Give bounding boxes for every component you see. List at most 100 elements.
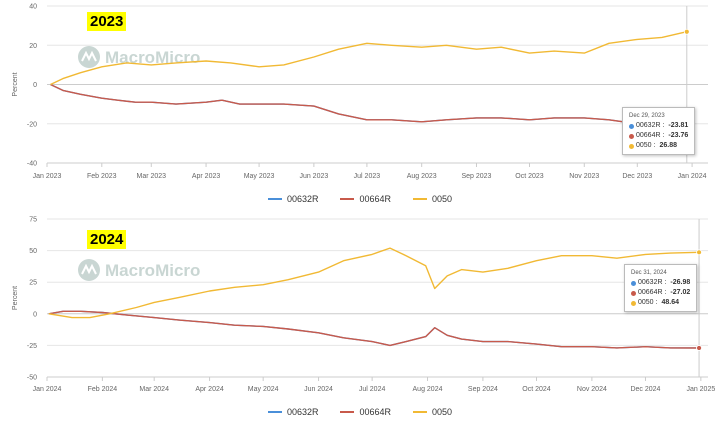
series-dot-icon <box>631 290 636 296</box>
x-tick-label: Dec 2023 <box>622 173 652 180</box>
x-tick-label: Apr 2024 <box>195 386 224 393</box>
legend: 00632R 00664R 0050 <box>0 407 720 417</box>
x-tick-label: Oct 2023 <box>515 173 544 180</box>
x-tick-label: Sep 2024 <box>468 386 498 393</box>
chart-panel-2024: MacroMicro 75 50 25 0 -25 -50 Percent Jan 2024 Fe… <box>0 212 720 423</box>
legend-swatch <box>413 411 428 413</box>
y-tick-label: -50 <box>27 375 37 382</box>
tooltip-value: -23.81 <box>668 122 689 129</box>
macromicro-watermark: MacroMicro <box>78 46 200 68</box>
line-chart-2023: MacroMicro 40 20 0 -20 -40 Percent Jan 2023 Feb … <box>12 4 708 180</box>
watermark-mark-icon <box>81 50 97 62</box>
x-tick-label: Mar 2023 <box>136 173 166 180</box>
legend-item-0050[interactable]: 0050 <box>413 194 452 204</box>
hover-marker-0050 <box>696 249 702 256</box>
tooltip-row: 0050: 26.88 <box>629 141 688 151</box>
x-tick-label: Sep 2023 <box>461 173 491 180</box>
tooltip-row: 0050: 48.64 <box>631 298 690 308</box>
x-tick-label: Oct 2024 <box>522 386 551 393</box>
line-chart-2024: MacroMicro 75 50 25 0 -25 -50 Percent Jan 2024 Fe… <box>12 217 715 394</box>
legend-swatch <box>267 198 282 200</box>
y-tick-label: -25 <box>27 343 37 350</box>
x-tick-label: May 2023 <box>244 173 275 180</box>
y-tick-label: 0 <box>33 82 37 89</box>
x-tick-label: Jan 2024 <box>678 173 707 180</box>
tooltip-value: 26.88 <box>659 142 677 149</box>
x-tick-label: Jan 2023 <box>33 173 62 180</box>
tooltip-row: 00664R: -23.76 <box>629 131 688 141</box>
tooltip-row: 00632R: -23.81 <box>629 121 688 131</box>
year-badge: 2023 <box>87 12 127 31</box>
legend-swatch <box>413 198 428 200</box>
legend-item-00664R[interactable]: 00664R <box>340 194 391 204</box>
series-dot-icon <box>631 300 636 306</box>
x-tick-label: Aug 2023 <box>407 173 437 180</box>
tooltip-row: 00632R: -26.98 <box>631 278 690 288</box>
x-tick-label: Jun 2023 <box>299 173 328 180</box>
tooltip-date: Dec 29, 2023 <box>629 113 665 119</box>
y-axis-label: Percent <box>12 72 19 96</box>
macromicro-watermark: MacroMicro <box>78 259 200 281</box>
tooltip-series: 00664R <box>638 289 663 296</box>
y-tick-label: 0 <box>33 311 37 318</box>
legend-item-0050[interactable]: 0050 <box>413 407 452 417</box>
x-tick-label: Feb 2024 <box>88 386 118 393</box>
x-tick-label: Jul 2023 <box>354 173 381 180</box>
hover-marker-00664R <box>696 345 702 351</box>
y-tick-label: 50 <box>29 248 37 255</box>
legend-label: 0050 <box>432 407 453 417</box>
tooltip: Dec 31, 2024 00632R: -26.98 00664R: -27.… <box>624 264 698 312</box>
y-tick-label: -40 <box>27 161 37 168</box>
legend-label: 00664R <box>359 194 392 204</box>
x-tick-label: Aug 2024 <box>413 386 443 393</box>
tooltip-value: -23.76 <box>668 132 689 139</box>
legend-item-00632R[interactable]: 00632R <box>267 194 319 204</box>
series-line-0050[interactable] <box>48 247 700 319</box>
chart-panel-2023: MacroMicro 40 20 0 -20 -40 Percent Jan 2023 Feb … <box>0 4 720 204</box>
series-line-00664R[interactable] <box>50 83 687 132</box>
y-tick-label: 25 <box>29 280 37 287</box>
y-tick-label: 20 <box>29 43 37 50</box>
legend: 00632R 00664R 0050 <box>0 194 720 204</box>
tooltip-date: Dec 31, 2024 <box>631 270 667 276</box>
x-tick-label: Mar 2024 <box>139 386 169 393</box>
year-badge: 2024 <box>87 230 127 249</box>
x-tick-label: Dec 2024 <box>630 386 660 393</box>
series-line-00664R[interactable] <box>48 310 700 349</box>
tooltip-value: -26.98 <box>670 279 691 286</box>
tooltip-series: 00632R <box>638 279 663 286</box>
series-line-0050[interactable] <box>50 31 687 86</box>
x-tick-label: Apr 2023 <box>192 173 221 180</box>
y-axis-label: Percent <box>12 286 19 310</box>
series-dot-icon <box>629 123 634 129</box>
legend-swatch <box>267 411 282 413</box>
y-tick-label: -20 <box>27 121 37 128</box>
x-tick-label: Jun 2024 <box>304 386 333 393</box>
x-tick-label: May 2024 <box>248 386 279 393</box>
legend-item-00664R[interactable]: 00664R <box>340 407 391 417</box>
x-tick-label: Nov 2023 <box>569 173 599 180</box>
tooltip-series: 0050 <box>638 299 654 306</box>
tooltip-series: 0050 <box>636 142 652 149</box>
legend-label: 00632R <box>286 194 319 204</box>
legend-item-00632R[interactable]: 00632R <box>267 407 319 417</box>
legend-swatch <box>340 198 355 200</box>
series-dot-icon <box>629 143 634 149</box>
legend-swatch <box>340 411 355 413</box>
watermark-mark-icon <box>81 263 97 275</box>
y-tick-label: 75 <box>29 217 37 224</box>
hover-marker-0050 <box>683 28 690 35</box>
legend-label: 00632R <box>286 407 319 417</box>
tooltip-row: 00664R: -27.02 <box>631 288 690 298</box>
watermark-text: MacroMicro <box>105 261 200 280</box>
legend-label: 00664R <box>359 407 392 417</box>
series-dot-icon <box>629 133 634 139</box>
tooltip-series: 00664R <box>636 132 661 139</box>
legend-label: 0050 <box>432 194 453 204</box>
x-tick-label: Feb 2023 <box>87 173 117 180</box>
tooltip-value: 48.64 <box>661 299 679 306</box>
tooltip-value: -27.02 <box>670 289 691 296</box>
x-tick-label: Jul 2024 <box>359 386 386 393</box>
x-tick-label: Jan 2024 <box>33 386 62 393</box>
tooltip-series: 00632R <box>636 122 661 129</box>
